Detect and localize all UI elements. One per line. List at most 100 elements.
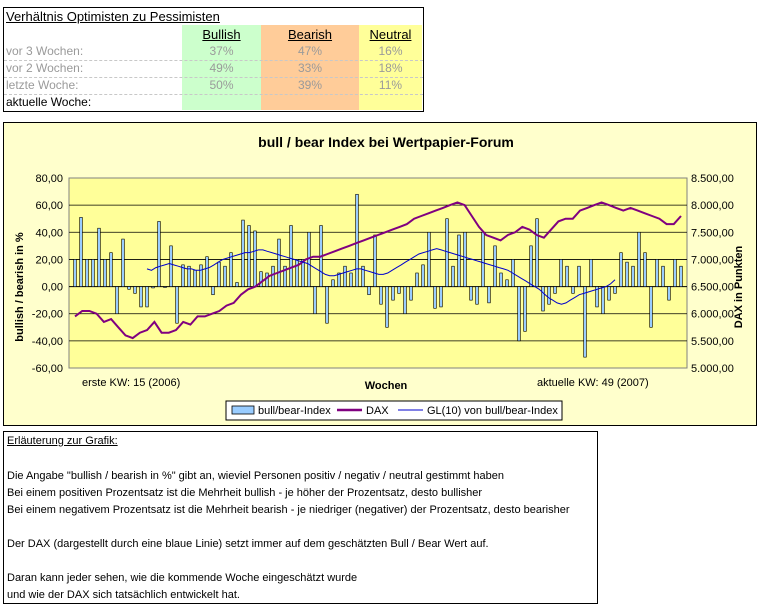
bar <box>649 286 653 328</box>
bar <box>247 225 251 287</box>
x-axis-label: Wochen <box>365 380 408 392</box>
legend-bar-label: bull/bear-Index <box>258 405 331 417</box>
bullish-header: Bullish <box>202 27 241 42</box>
bar <box>481 231 485 287</box>
bar <box>277 238 281 287</box>
bar <box>379 286 383 305</box>
bar <box>157 221 161 287</box>
y-tick-label: -20,00 <box>32 309 63 321</box>
bar <box>601 286 605 315</box>
chart-explanation: Erläuterung zur Grafik: Die Angabe "bull… <box>3 431 598 604</box>
bullish-column <box>182 25 261 110</box>
bar <box>139 286 143 308</box>
y2-tick-label: 5.500,00 <box>691 336 734 348</box>
bar <box>475 286 479 305</box>
y-tick-label: 20,00 <box>35 254 63 266</box>
bar <box>271 265 275 287</box>
bar <box>409 286 413 301</box>
bar <box>175 286 179 324</box>
bar <box>325 286 329 324</box>
bar <box>349 272 353 287</box>
bar <box>589 259 593 287</box>
bar <box>259 271 263 287</box>
legend-gl-label: GL(10) von bull/bear-Index <box>427 405 558 417</box>
legend-dax-label: DAX <box>366 405 389 417</box>
bar <box>541 286 545 312</box>
bar <box>625 261 629 287</box>
bar <box>199 264 203 287</box>
bar <box>169 245 173 287</box>
y-tick-label: 80,00 <box>35 173 63 185</box>
bearish-value: 33% <box>297 61 323 75</box>
row-label: vor 3 Wochen: <box>6 44 84 58</box>
x-end-label: aktuelle KW: 49 (2007) <box>537 377 649 389</box>
dax-line <box>74 201 682 340</box>
bar <box>181 264 185 287</box>
explanation-line: Der DAX (dargestellt durch eine blaue Li… <box>7 538 489 550</box>
plot-area <box>68 177 688 369</box>
chart-svg: bull / bear Index bei Wertpapier-Forum -… <box>14 134 745 421</box>
y2-tick-label: 8.500,00 <box>691 173 734 185</box>
bar <box>637 231 641 287</box>
bar <box>421 264 425 287</box>
neutral-header: Neutral <box>369 27 412 42</box>
bar <box>361 265 365 287</box>
gl10-line <box>146 248 616 305</box>
bar <box>97 227 101 287</box>
bar <box>559 259 563 287</box>
bar <box>391 286 395 301</box>
bar <box>661 265 665 287</box>
bar <box>289 225 293 287</box>
neutral-value: 18% <box>378 61 403 75</box>
bar <box>439 286 443 308</box>
bar <box>217 261 221 287</box>
row-label: vor 2 Wochen: <box>6 61 84 75</box>
row-label: letzte Woche: <box>6 78 79 92</box>
bar <box>343 265 347 287</box>
bar <box>415 272 419 287</box>
bar <box>499 272 503 287</box>
bar <box>613 286 617 294</box>
bearish-value: 39% <box>297 78 323 92</box>
bearish-value: 47% <box>297 44 323 58</box>
neutral-value: 11% <box>378 78 403 92</box>
bar <box>211 286 215 296</box>
bar <box>295 259 299 287</box>
bar <box>433 286 437 309</box>
bar <box>313 286 317 315</box>
bar <box>115 286 119 315</box>
y2-tick-label: 5.000,00 <box>691 363 734 375</box>
explanation-line: und wie der DAX sich tatsächlich entwick… <box>7 589 240 601</box>
legend-bar-swatch <box>231 405 255 415</box>
explanation-line: Bei einem positiven Prozentsatz ist die … <box>7 487 483 499</box>
table-row: vor 2 Wochen: 49% 33% 18% <box>4 60 423 77</box>
sentiment-summary-table: Verhältnis Optimisten zu Pessimisten Bul… <box>3 7 424 112</box>
bar <box>655 259 659 287</box>
bar <box>127 286 131 290</box>
bar <box>223 265 227 287</box>
bar <box>517 286 521 342</box>
bar <box>397 286 401 294</box>
y2-tick-label: 8.000,00 <box>691 200 734 212</box>
bar <box>643 252 647 287</box>
bar <box>445 218 449 287</box>
bullish-value: 50% <box>209 78 234 92</box>
bar <box>331 279 335 287</box>
bar <box>529 245 533 287</box>
chart-title: bull / bear Index bei Wertpapier-Forum <box>258 134 514 150</box>
bar <box>427 231 431 287</box>
bar <box>565 265 569 287</box>
y-tick-label: 0,00 <box>42 282 63 294</box>
bar <box>631 265 635 287</box>
bar <box>79 217 83 287</box>
explanation-heading: Erläuterung zur Grafik: <box>7 435 118 447</box>
bar <box>109 252 113 287</box>
bar <box>205 256 209 287</box>
bar <box>619 252 623 287</box>
bar <box>151 286 155 289</box>
bar <box>667 286 671 301</box>
bar <box>571 286 575 294</box>
bar <box>679 265 683 287</box>
y-tick-label: 60,00 <box>35 200 63 212</box>
bar <box>607 286 611 301</box>
